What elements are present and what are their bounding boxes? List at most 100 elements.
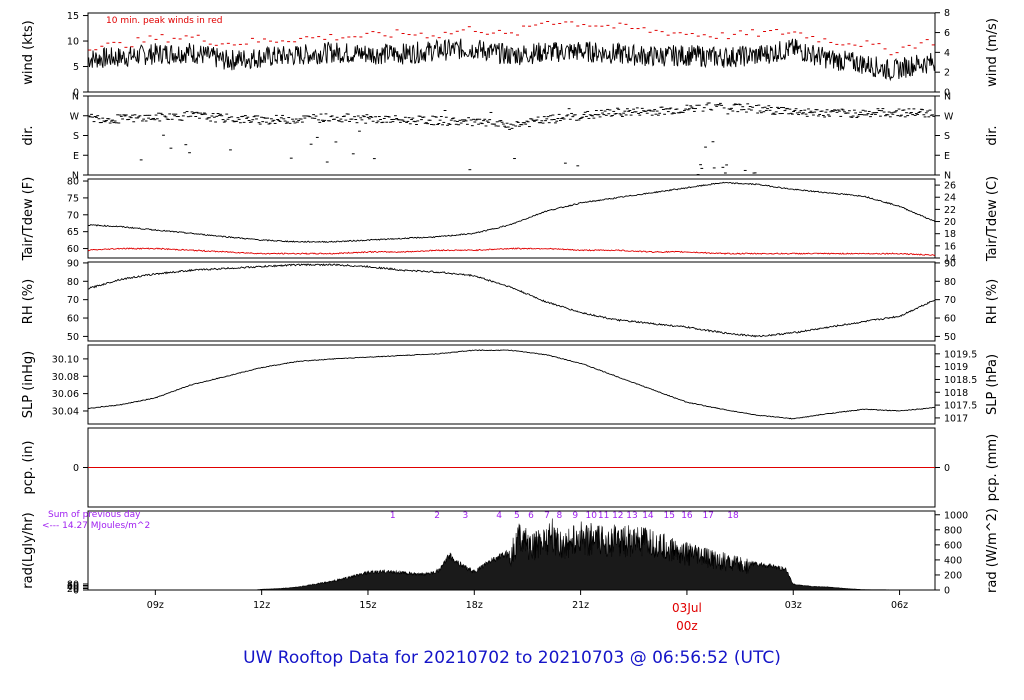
- peak-winds-annotation: 10 min. peak winds in red: [106, 16, 223, 26]
- solar-hour-label: 11: [598, 511, 609, 521]
- temperature-right-tick-label: 20: [944, 217, 956, 228]
- pressure-right-tick-label: 1018: [944, 388, 968, 399]
- solar-hour-label: 15: [663, 511, 674, 521]
- solar-hour-label: 13: [626, 511, 637, 521]
- x-tick-label: 03z: [785, 600, 802, 611]
- dir-right-tick-label: S: [944, 131, 950, 142]
- rh-left-tick-label: 60: [67, 314, 79, 325]
- rh-left-tick-label: 50: [67, 332, 79, 343]
- solar-hour-label: 3: [463, 511, 469, 521]
- pressure-plot-area: [88, 349, 935, 420]
- rh-right-tick-label: 70: [944, 295, 956, 306]
- solar-hour-label: 10: [586, 511, 598, 521]
- precip-left-axis-label: pcp. (in): [21, 441, 36, 495]
- radiation-sum-value: <--- 14.27 MJoules/m^2: [42, 521, 150, 531]
- wind-left-axis-label: wind (kts): [21, 20, 36, 84]
- radiation-right-tick-label: 0: [944, 586, 950, 597]
- x-tick-label: 15z: [359, 600, 376, 611]
- wind-left-tick-label: 15: [67, 11, 79, 22]
- radiation-right-tick-label: 600: [944, 540, 962, 551]
- panel-temperature: Tair/Tdew (F) Tair/Tdew (C) 60 65 70 75 80 14 16…: [21, 176, 1000, 265]
- temperature-right-tick-label: 18: [944, 229, 956, 240]
- solar-hour-label: 8: [556, 511, 562, 521]
- temperature-left-tick-label: 65: [67, 227, 79, 238]
- wind-left-tick-label: 0: [73, 88, 79, 99]
- pressure-right-axis-label: SLP (hPa): [985, 354, 1000, 415]
- temperature-left-tick-label: 60: [67, 244, 79, 255]
- pressure-frame: [87, 344, 936, 425]
- dir-left-tick-label: S: [73, 131, 79, 142]
- panel-precip: pcp. (in) pcp. (mm) 0 0: [21, 427, 1000, 508]
- pressure-left-tick-label: 30.10: [52, 354, 79, 365]
- radiation-area: [254, 518, 935, 590]
- pressure-right-tick-label: 1019.5: [944, 349, 977, 360]
- dir-right-tick-label: N: [944, 171, 951, 182]
- dir-right-axis-label: dir.: [985, 125, 1000, 145]
- wind-speed-line: [88, 38, 935, 82]
- pressure-series-line: [88, 349, 935, 420]
- rh-right-tick-label: 50: [944, 332, 956, 343]
- radiation-sum-label: Sum of previous day: [48, 510, 141, 520]
- radiation-right-axis-label: rad (W/m^2): [985, 508, 1000, 593]
- pressure-left-tick-label: 30.04: [52, 406, 79, 417]
- panel-wind: wind (kts) wind (m/s) 0 5 10 15 0 2 4 6 8 10 min. p…: [21, 8, 1000, 98]
- solar-hour-label: 9: [572, 511, 578, 521]
- radiation-left-tick-label: 0: [73, 586, 79, 597]
- pressure-left-axis-label: SLP (inHg): [21, 351, 36, 419]
- dir-left-tick-label: E: [73, 151, 79, 162]
- solar-hour-label: 7: [544, 511, 550, 521]
- dir-plot-area: [88, 102, 935, 175]
- pressure-right-tick-label: 1019: [944, 362, 968, 373]
- x-tick-label: 06z: [891, 600, 908, 611]
- temperature-right-tick-label: 24: [944, 193, 956, 204]
- pressure-left-tick-label: 30.06: [52, 389, 79, 400]
- pressure-right-tick-label: 1017: [944, 413, 968, 424]
- temperature-frame: [87, 178, 936, 259]
- x-date-label: 03Jul: [672, 601, 702, 615]
- solar-hour-label: 4: [496, 511, 502, 521]
- rh-left-tick-label: 70: [67, 295, 79, 306]
- temperature-left-tick-label: 80: [67, 177, 79, 188]
- wind-right-tick-label: 4: [944, 48, 950, 59]
- radiation-left-tick-label: 80: [67, 579, 79, 590]
- wind-right-tick-label: 0: [944, 88, 950, 99]
- solar-hour-label: 17: [702, 511, 713, 521]
- solar-hour-label: 2: [434, 511, 440, 521]
- temperature-right-tick-label: 14: [944, 254, 956, 265]
- temperature-left-axis-label: Tair/Tdew (F): [21, 177, 36, 262]
- rh-left-tick-label: 80: [67, 277, 79, 288]
- pressure-right-tick-label: 1018.5: [944, 375, 977, 386]
- rh-series-line: [88, 263, 935, 338]
- wind-left-tick-label: 5: [73, 62, 79, 73]
- rh-plot-area: [88, 263, 935, 338]
- radiation-left-tick-label: 20: [67, 584, 79, 595]
- panel-rh: RH (%) RH (%) 50 60 70 80 90 50 60 70 80 90: [21, 258, 1000, 342]
- temperature-right-tick-label: 22: [944, 205, 956, 216]
- radiation-plot-area: [88, 518, 935, 590]
- precip-right-axis-label: pcp. (mm): [985, 434, 1000, 501]
- solar-hour-label: 1: [390, 511, 396, 521]
- x-date-sublabel: 00z: [676, 619, 698, 633]
- rh-left-tick-label: 90: [67, 258, 79, 269]
- dir-left-tick-label: N: [72, 171, 79, 182]
- dir-frame: [87, 95, 936, 176]
- temperature-series-line: [88, 247, 935, 257]
- temperature-right-axis-label: Tair/Tdew (C): [985, 176, 1000, 262]
- panel-pressure: SLP (inHg) SLP (hPa) 30.04 30.06 30.08 30.10 1…: [21, 344, 1000, 425]
- figure-title: UW Rooftop Data for 20210702 to 20210703…: [243, 648, 781, 668]
- solar-hour-label: 6: [528, 511, 534, 521]
- rh-right-tick-label: 90: [944, 258, 956, 269]
- radiation-left-axis-label: rad(Lgly/hr): [21, 512, 36, 588]
- temperature-right-tick-label: 26: [944, 181, 956, 192]
- panel-radiation: rad(Lgly/hr) rad (W/m^2)02040608002004006…: [21, 508, 1000, 596]
- wind-right-tick-label: 2: [944, 68, 950, 79]
- rh-right-tick-label: 80: [944, 277, 956, 288]
- wind-left-tick-label: 10: [67, 37, 79, 48]
- x-tick-label: 09z: [147, 600, 164, 611]
- precip-right-tick-label: 0: [944, 463, 950, 474]
- solar-hour-label: 16: [681, 511, 693, 521]
- temperature-plot-area: [88, 181, 935, 257]
- dir-right-tick-label: N: [944, 92, 951, 103]
